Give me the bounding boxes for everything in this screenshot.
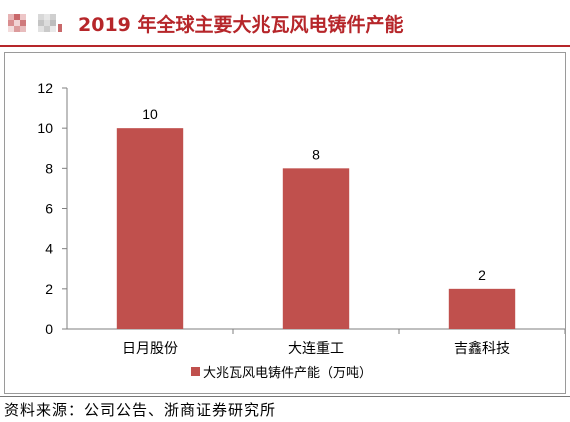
header: 2019 年全球主要大兆瓦风电铸件产能 xyxy=(0,0,570,50)
source-divider xyxy=(0,396,570,397)
y-tick-label: 6 xyxy=(45,201,53,217)
x-tick-label: 日月股份 xyxy=(122,341,178,357)
bar xyxy=(282,168,350,329)
data-label: 2 xyxy=(478,267,486,283)
source-note: 资料来源：公司公告、浙商证券研究所 xyxy=(4,401,277,419)
legend-label: 大兆瓦风电铸件产能（万吨） xyxy=(203,365,372,381)
chart-panel: 0 2 4 6 8 10 12 10 日月股份 8 大连重工 2 吉鑫科技大兆瓦风电铸件产能（万吨） xyxy=(4,52,566,394)
legend-swatch xyxy=(191,367,200,376)
y-tick-label: 10 xyxy=(37,120,53,136)
data-label: 10 xyxy=(142,106,158,122)
y-tick-label: 12 xyxy=(37,80,53,96)
y-tick-label: 8 xyxy=(45,160,53,176)
title-divider xyxy=(0,45,570,47)
bar xyxy=(448,288,516,329)
data-label: 8 xyxy=(312,146,320,162)
x-tick-label: 大连重工 xyxy=(288,341,344,357)
y-tick-label: 4 xyxy=(45,241,53,257)
y-tick-label: 0 xyxy=(45,321,53,337)
blurred-logo xyxy=(8,14,64,34)
x-tick-label: 吉鑫科技 xyxy=(454,340,510,357)
page-title: 2019 年全球主要大兆瓦风电铸件产能 xyxy=(78,14,404,36)
bar xyxy=(116,128,184,329)
y-tick-label: 2 xyxy=(45,281,53,297)
